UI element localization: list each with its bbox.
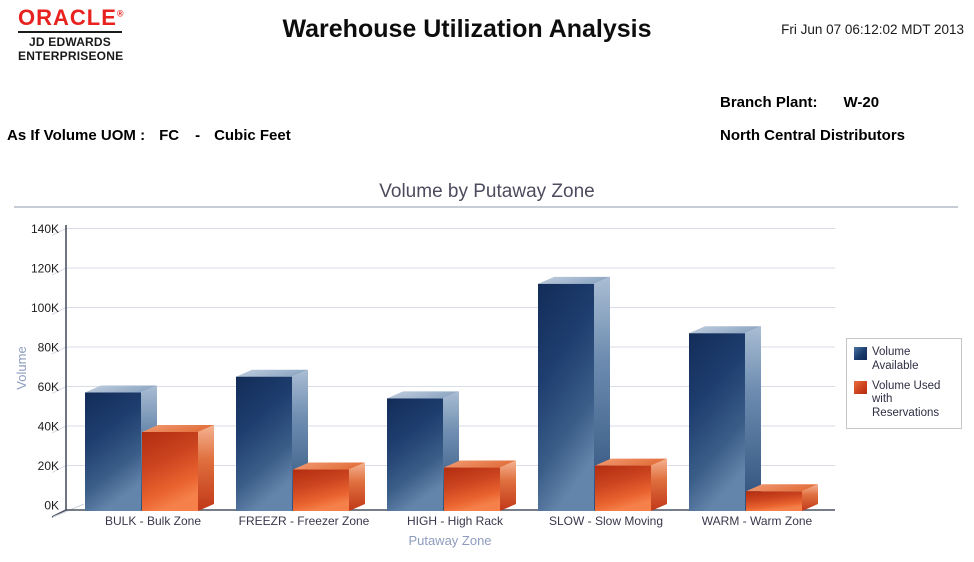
legend-item-volume-available: Volume Available xyxy=(854,346,956,374)
y-grid-stub xyxy=(51,465,67,473)
y-tick-label: 100K xyxy=(31,301,59,315)
bar-front-face xyxy=(538,283,594,511)
bar-side-face xyxy=(802,484,818,511)
logo-jdedwards-text: JD EDWARDS xyxy=(28,35,111,49)
bar-top-face xyxy=(595,458,667,466)
bar-front-face xyxy=(85,392,141,511)
legend-swatch-volume-available xyxy=(854,347,867,360)
y-tick-label: 60K xyxy=(38,380,59,394)
legend-label-volume-available: Volume Available xyxy=(872,346,919,372)
bar-used-2 xyxy=(444,460,516,511)
bar-front-face xyxy=(293,469,349,511)
oracle-logo: ORACLE® JD EDWARDS ENTERPRISEONE xyxy=(18,5,124,64)
bar-front-face xyxy=(689,333,745,511)
report-datetime: Fri Jun 07 06:12:02 MDT 2013 xyxy=(781,22,964,37)
logo-enterpriseone-text: ENTERPRISEONE xyxy=(18,49,124,64)
branch-plant-value: W-20 xyxy=(843,94,880,111)
x-axis-front-stub xyxy=(51,509,67,518)
y-grid-stub xyxy=(51,307,67,315)
bar-available-3 xyxy=(538,276,610,511)
bar-front-face xyxy=(595,465,651,511)
x-category-label: HIGH - High Rack xyxy=(407,514,504,528)
branch-plant-row: Branch Plant: W-20 xyxy=(720,94,879,111)
y-tick-label: 20K xyxy=(38,459,59,473)
bar-top-face xyxy=(85,385,157,393)
x-category-label: BULK - Bulk Zone xyxy=(105,514,201,528)
bar-front-face xyxy=(746,491,802,511)
bar-side-face xyxy=(198,425,214,511)
uom-description: Cubic Feet xyxy=(214,127,291,144)
bar-side-face xyxy=(500,460,516,511)
legend-item-volume-used: Volume Used with Reservations xyxy=(854,380,956,421)
x-category-label: SLOW - Slow Moving xyxy=(549,514,663,528)
y-grid-stub xyxy=(51,267,67,276)
legend-label-volume-used: Volume Used with Reservations xyxy=(872,379,941,420)
bar-front-face xyxy=(142,432,198,511)
legend-swatch-volume-used xyxy=(854,380,867,394)
uom-label: As If Volume UOM : xyxy=(7,127,146,144)
branch-plant-label: Branch Plant: xyxy=(720,94,818,111)
bar-used-3 xyxy=(595,458,667,511)
chart-title: Volume by Putaway Zone xyxy=(379,181,595,202)
bar-used-4 xyxy=(746,484,818,511)
bar-top-face xyxy=(746,484,818,492)
x-category-label: WARM - Warm Zone xyxy=(702,514,813,528)
bar-top-face xyxy=(689,326,761,334)
bar-side-face xyxy=(349,462,365,511)
bar-top-face xyxy=(538,276,610,284)
y-tick-label: 0K xyxy=(44,499,59,513)
branch-plant-name: North Central Distributors xyxy=(720,127,906,144)
y-tick-label: 120K xyxy=(31,262,59,276)
bar-top-face xyxy=(142,425,214,432)
bar-front-face xyxy=(236,376,292,511)
x-axis-title: Putaway Zone xyxy=(408,533,491,548)
bar-top-face xyxy=(444,460,516,468)
x-category-label: FREEZR - Freezer Zone xyxy=(239,514,370,528)
page-title: Warehouse Utilization Analysis xyxy=(282,15,652,43)
y-grid-stub xyxy=(51,228,67,236)
y-tick-label: 140K xyxy=(31,222,59,236)
bar-top-face xyxy=(387,391,459,399)
y-grid-stub xyxy=(51,425,67,434)
logo-divider xyxy=(18,31,122,33)
oracle-wordmark: ORACLE® xyxy=(18,5,124,30)
bar-top-face xyxy=(236,369,308,377)
y-grid-stub xyxy=(51,386,67,394)
bar-available-4 xyxy=(689,326,761,511)
y-axis-title: Volume xyxy=(14,346,29,389)
uom-separator: - xyxy=(195,127,201,144)
bar-side-face xyxy=(594,276,610,511)
volume-by-putaway-zone-chart: 0K 20K 40K 60K 80K 100K 120K 140K BULK - Bulk Zo… xyxy=(14,222,835,548)
bar-used-0 xyxy=(142,425,214,511)
uom-code: FC xyxy=(159,127,180,144)
y-tick-label: 80K xyxy=(38,341,59,355)
bar-used-1 xyxy=(293,462,365,511)
bar-front-face xyxy=(444,467,500,511)
registered-mark-icon: ® xyxy=(116,8,124,19)
bar-side-face xyxy=(651,458,667,511)
y-tick-label: 40K xyxy=(38,420,59,434)
chart-legend: Volume Available Volume Used with Reserv… xyxy=(846,338,962,429)
chart-title-divider xyxy=(14,206,958,208)
bar-front-face xyxy=(387,398,443,511)
uom-row: As If Volume UOM : FC - Cubic Feet xyxy=(7,127,291,144)
bar-side-face xyxy=(745,326,761,511)
bar-top-face xyxy=(293,462,365,470)
y-grid-stub xyxy=(51,346,67,355)
